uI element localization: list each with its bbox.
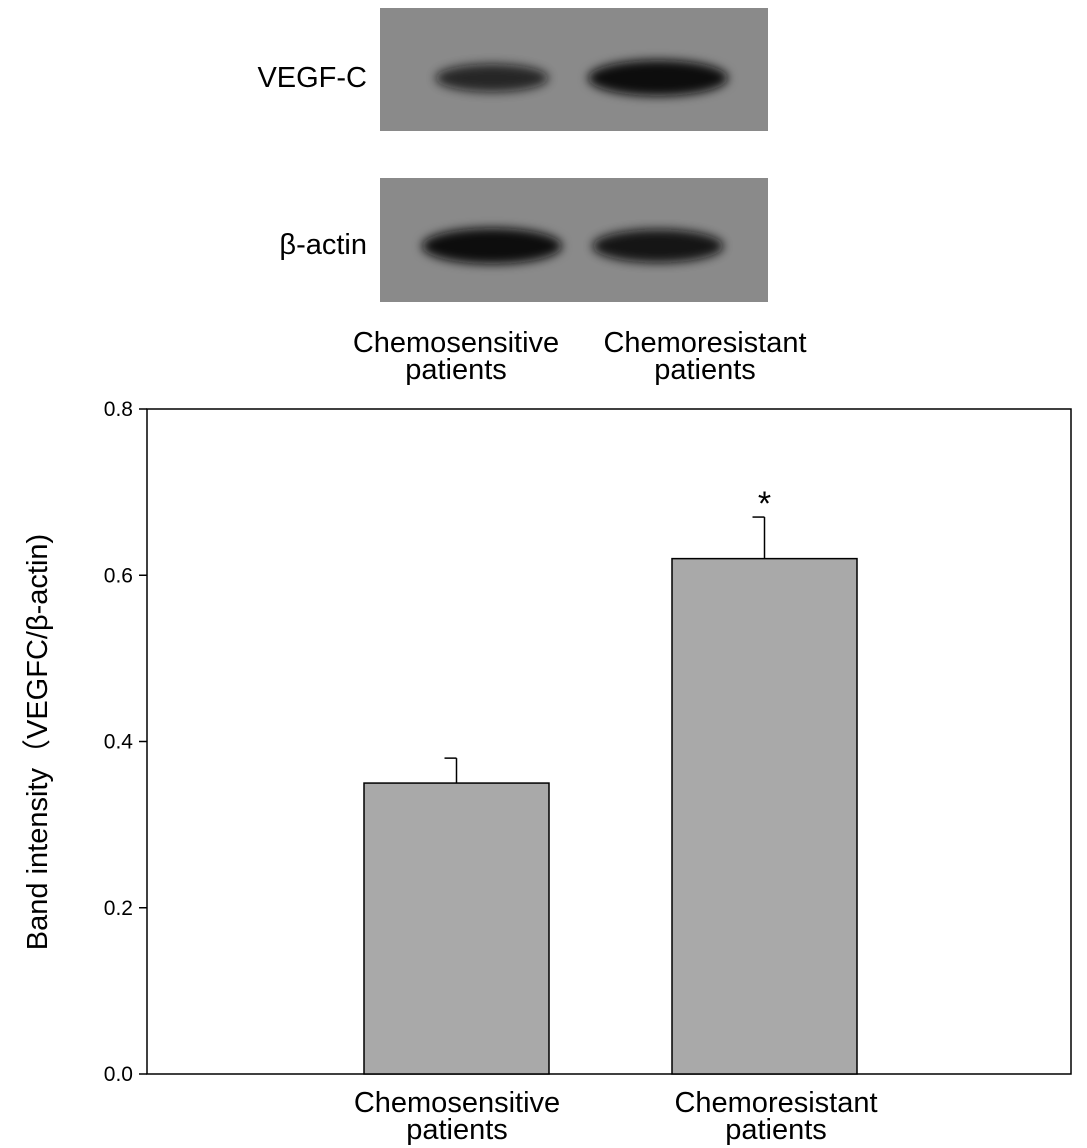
y-tick-label-3: 0.6 bbox=[104, 564, 133, 587]
y-axis-ticks: 0.0 0.2 0.4 0.6 0.8 bbox=[104, 398, 147, 1086]
blot-band-actin-sensitive bbox=[422, 228, 562, 264]
y-tick-label-0: 0.0 bbox=[104, 1063, 133, 1086]
x-label-resistant-line2: patients bbox=[725, 1114, 827, 1146]
significance-marker-1: * bbox=[758, 485, 771, 523]
bar-1 bbox=[671, 557, 858, 1075]
blot-lane-label-sensitive: Chemosensitive bbox=[353, 327, 559, 359]
x-label-sensitive-line2: patients bbox=[406, 1114, 508, 1146]
bars: * bbox=[363, 485, 858, 1075]
blot-band-actin-resistant bbox=[592, 229, 724, 263]
x-label-resistant: Chemoresistant bbox=[674, 1087, 877, 1119]
blot-lane-labels: Chemosensitive patients Chemoresistant p… bbox=[353, 327, 807, 386]
blot-label-vegfc: VEGF-C bbox=[257, 62, 367, 94]
y-axis-label: Band intensity（VEGFC/β-actin) bbox=[22, 534, 54, 950]
x-axis-labels: Chemosensitive patients Chemoresistant p… bbox=[354, 1087, 878, 1146]
y-tick-label-2: 0.4 bbox=[104, 731, 134, 754]
blot-lane-label-resistant-line2: patients bbox=[654, 354, 756, 386]
bar-0 bbox=[363, 782, 550, 1075]
blot-band-vegfc-resistant bbox=[588, 60, 728, 96]
blot-lane-label-resistant: Chemoresistant bbox=[603, 327, 806, 359]
y-tick-label-1: 0.2 bbox=[104, 897, 133, 920]
plot-frame bbox=[146, 408, 1072, 1075]
blot-lane-label-sensitive-line2: patients bbox=[405, 354, 507, 386]
bar-chart: 0.0 0.2 0.4 0.6 0.8 * Band intensity（VEGFC/β… bbox=[22, 398, 1072, 1146]
blot-row-beta-actin: β-actin bbox=[279, 178, 768, 302]
blot-band-vegfc-sensitive bbox=[435, 64, 549, 92]
blot-row-vegfc: VEGF-C bbox=[257, 8, 768, 131]
blot-label-beta-actin: β-actin bbox=[279, 229, 367, 261]
y-tick-label-4: 0.8 bbox=[104, 398, 133, 421]
x-label-sensitive: Chemosensitive bbox=[354, 1087, 560, 1119]
western-blot: VEGF-C β-actin Chemosensitive patients C… bbox=[257, 8, 807, 386]
